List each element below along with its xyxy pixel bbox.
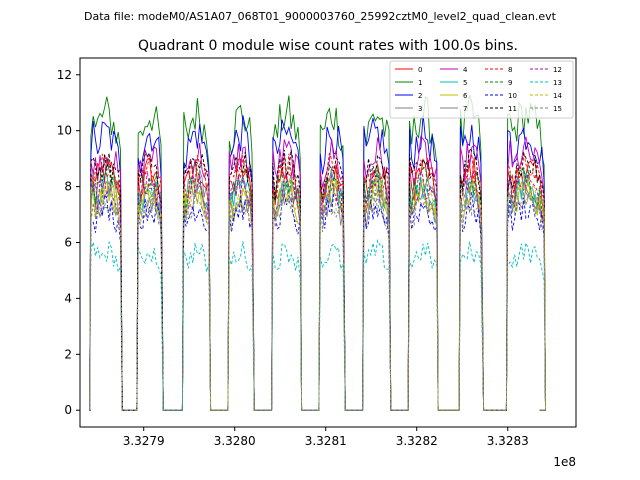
legend-label-10: 10 [508, 92, 517, 100]
x-tick-label: 3.3283 [487, 434, 529, 448]
legend-label-1: 1 [418, 79, 422, 87]
series-layer [89, 94, 546, 411]
x-tick-label: 3.3280 [214, 434, 256, 448]
y-tick-label: 10 [57, 124, 72, 138]
series-line-12 [89, 169, 546, 411]
x-tick-label: 3.3282 [396, 434, 438, 448]
legend-label-13: 13 [553, 79, 562, 87]
series-line-13 [89, 239, 546, 411]
legend-label-7: 7 [463, 105, 467, 113]
y-tick-label: 2 [64, 347, 72, 361]
chart-title: Quadrant 0 module wise count rates with … [138, 38, 518, 54]
y-axis: 0 2 4 6 8 10 12 [57, 68, 80, 417]
x-axis: 3.3279 3.3280 3.3281 3.3282 3.3283 [123, 427, 529, 448]
series-line-10 [89, 191, 546, 411]
legend-label-6: 6 [463, 92, 468, 100]
x-offset-label: 1e8 [553, 455, 576, 469]
series-line-6 [89, 176, 546, 411]
figure-suptitle: Data file: modeM0/AS1A07_068T01_90000037… [84, 10, 557, 23]
y-tick-label: 0 [64, 403, 72, 417]
x-tick-label: 3.3281 [305, 434, 347, 448]
series-line-4 [89, 135, 546, 411]
legend-label-8: 8 [508, 66, 512, 74]
legend-label-14: 14 [553, 92, 562, 100]
legend-label-9: 9 [508, 79, 512, 87]
y-tick-label: 4 [64, 291, 72, 305]
legend-label-12: 12 [553, 66, 562, 74]
series-line-14 [89, 178, 546, 411]
legend-label-0: 0 [418, 66, 422, 74]
legend-label-11: 11 [508, 105, 517, 113]
legend-label-5: 5 [463, 79, 467, 87]
series-line-15 [89, 185, 546, 411]
legend-label-4: 4 [463, 66, 468, 74]
y-tick-label: 6 [64, 236, 72, 250]
x-tick-label: 3.3279 [123, 434, 165, 448]
legend-label-3: 3 [418, 105, 422, 113]
y-tick-label: 8 [64, 180, 72, 194]
legend-label-2: 2 [418, 92, 422, 100]
series-line-2 [89, 114, 546, 411]
legend-label-15: 15 [553, 105, 562, 113]
legend-box [389, 60, 574, 119]
y-tick-label: 12 [57, 68, 72, 82]
